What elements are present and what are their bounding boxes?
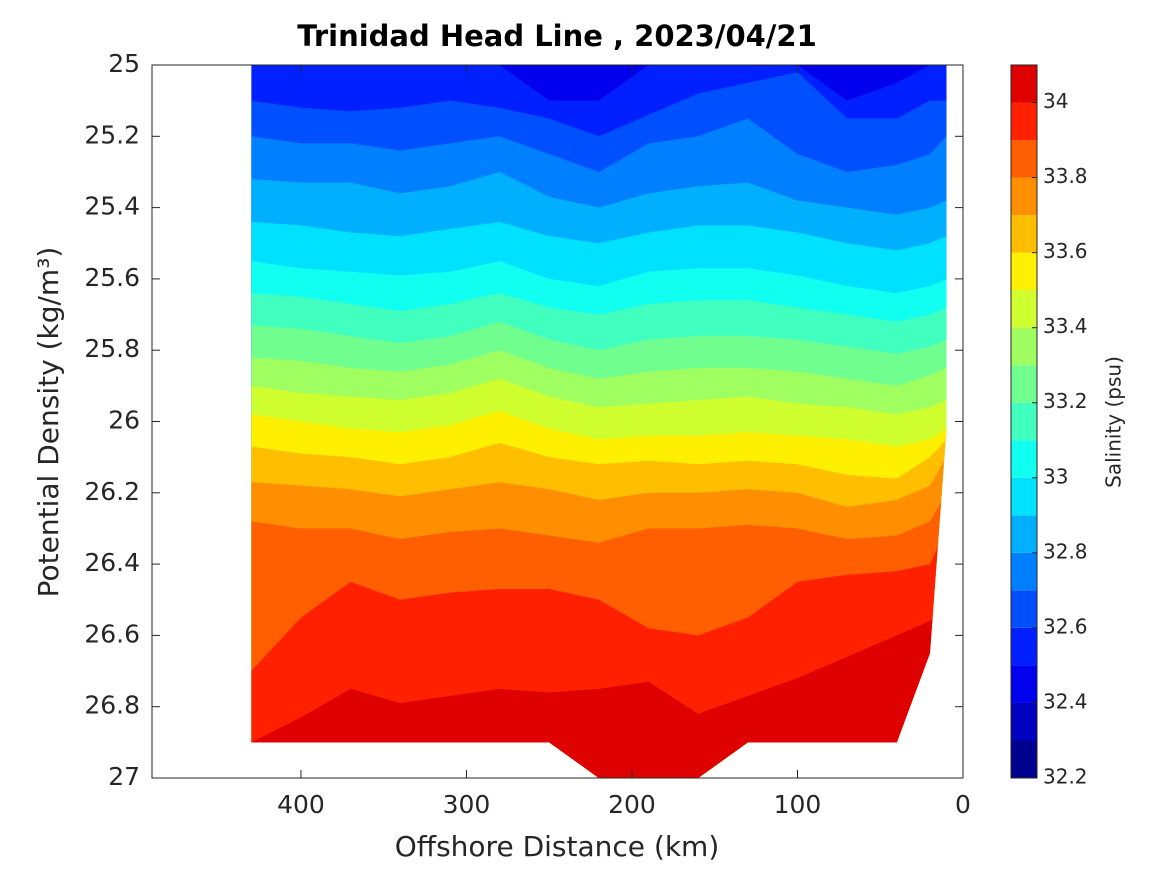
colorbar-band	[1011, 65, 1037, 103]
y-tick-label: 26.6	[84, 619, 140, 648]
colorbar-band	[1011, 252, 1037, 291]
y-tick-label: 26.2	[84, 477, 140, 506]
colorbar-tick-label: 33	[1043, 464, 1068, 488]
x-tick-label: 400	[277, 790, 325, 819]
colorbar-tick-label: 34	[1043, 89, 1068, 113]
contour-fills	[251, 65, 947, 778]
colorbar-tick-label: 33.8	[1043, 164, 1088, 188]
colorbar-tick-label: 32.8	[1043, 539, 1088, 563]
colorbar-tick-label: 33.2	[1043, 389, 1088, 413]
colorbar-band	[1011, 290, 1037, 328]
colorbar-tick-label: 32.2	[1043, 765, 1088, 789]
colorbar-band	[1011, 740, 1037, 778]
colorbar-band	[1011, 215, 1037, 253]
colorbar-band	[1011, 440, 1037, 478]
x-tick-label: 200	[608, 790, 656, 819]
colorbar-band	[1011, 102, 1037, 141]
y-tick-label: 25.4	[84, 192, 140, 221]
colorbar-band	[1011, 365, 1037, 403]
colorbar-tick-label: 32.6	[1043, 614, 1088, 638]
colorbar-band	[1011, 140, 1037, 178]
y-axis-label: Potential Density (kg/m³)	[32, 247, 65, 598]
x-tick-label: 0	[955, 790, 971, 819]
colorbar-band	[1011, 477, 1037, 516]
colorbar-band	[1011, 402, 1037, 441]
colorbar-tick-label: 33.6	[1043, 239, 1088, 263]
colorbar-band	[1011, 665, 1037, 703]
colorbar-box	[1010, 64, 1038, 779]
colorbar-band	[1011, 627, 1037, 666]
colorbar-band	[1011, 702, 1037, 741]
x-tick-label: 100	[774, 790, 822, 819]
colorbar-tick-label: 33.4	[1043, 314, 1088, 338]
chart-title: Trinidad Head Line , 2023/04/21	[297, 19, 817, 53]
colorbar-band	[1011, 177, 1037, 216]
y-tick-label: 27	[108, 762, 140, 791]
x-tick-label: 300	[443, 790, 491, 819]
y-tick-label: 26.4	[84, 548, 140, 577]
colorbar-label: Salinity (psu)	[1102, 356, 1126, 488]
x-axis-label: Offshore Distance (km)	[395, 830, 720, 863]
contour-band	[251, 599, 947, 778]
y-tick-label: 25.8	[84, 334, 140, 363]
y-tick-label: 25.2	[84, 120, 140, 149]
colorbar-band	[1011, 327, 1037, 366]
y-tick-label: 26	[108, 406, 140, 435]
colorbar-band	[1011, 552, 1037, 591]
y-tick-label: 25.6	[84, 263, 140, 292]
colorbar-band	[1011, 515, 1037, 553]
y-tick-label: 26.8	[84, 691, 140, 720]
y-tick-label: 25	[108, 49, 140, 78]
colorbar-tick-label: 32.4	[1043, 689, 1088, 713]
colorbar-band	[1011, 590, 1037, 628]
